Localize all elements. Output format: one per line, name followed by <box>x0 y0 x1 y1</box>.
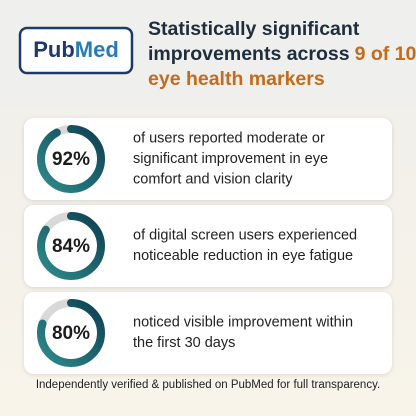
stat-description: noticed visible improvement within <box>133 315 353 331</box>
percent-label: 92% <box>52 149 90 170</box>
ring-progress <box>37 299 105 367</box>
title: Statistically significant improvements a… <box>148 18 416 90</box>
stat-card: 84% of digital screen users experienced no… <box>24 205 392 287</box>
title-line: Statistically significant <box>148 18 360 40</box>
logo: PubMed <box>18 26 134 75</box>
card <box>24 118 392 200</box>
stat-description: of digital screen users experienced <box>133 228 357 244</box>
card <box>24 205 392 287</box>
stat-cards: 92% of users reported moderate or signific… <box>24 118 392 374</box>
footer: Independently verified & published on Pu… <box>36 379 380 391</box>
title-highlight: 9 of 10 <box>355 43 416 65</box>
percent-label: 80% <box>52 323 90 344</box>
stat-description: noticeable reduction in eye fatigue <box>133 248 353 264</box>
stat-description: comfort and vision clarity <box>133 171 293 187</box>
stat-card: 92% of users reported moderate or signific… <box>24 118 392 200</box>
stat-description: the first 30 days <box>133 335 235 351</box>
stat-card: 80% noticed visible improvement within the… <box>24 292 392 374</box>
percent-label: 84% <box>52 236 90 257</box>
logo-pub: Pub <box>33 37 75 62</box>
ring-progress <box>37 212 105 280</box>
title-text: improvements across <box>148 43 350 65</box>
logo-med: Med <box>75 37 119 62</box>
stat-description: of users reported moderate or <box>133 130 325 146</box>
ring-progress <box>37 125 105 193</box>
logo-text: PubMed <box>33 37 119 62</box>
card <box>24 292 392 374</box>
title-line: improvements across 9 of 10 <box>148 43 416 65</box>
title-line: eye health markers <box>148 68 325 90</box>
logo-box <box>18 26 134 75</box>
stat-description: significant improvement in eye <box>133 151 328 167</box>
